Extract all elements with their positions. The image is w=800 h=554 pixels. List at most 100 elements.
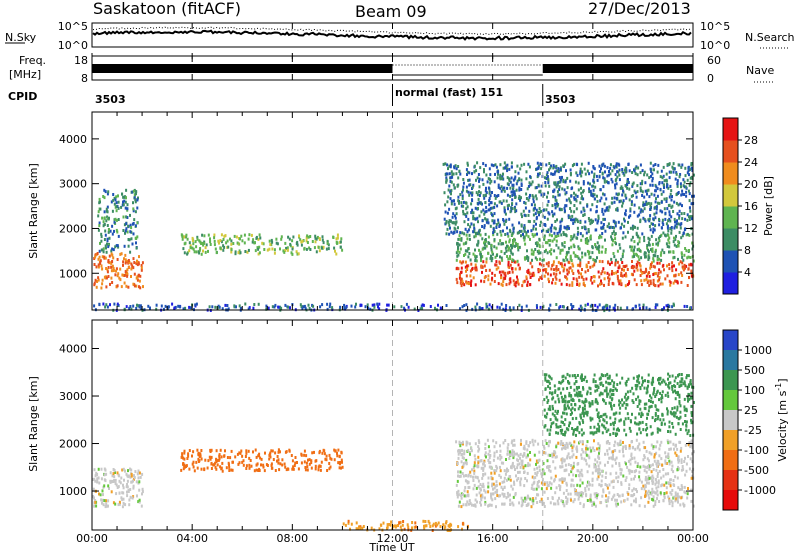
- echo-cell: [538, 207, 541, 210]
- echo-cell: [677, 243, 679, 247]
- echo-cell: [137, 262, 140, 266]
- echo-cell: [586, 390, 589, 394]
- echo-cell: [596, 496, 598, 500]
- echo-cell: [490, 466, 493, 470]
- echo-cell: [207, 233, 210, 237]
- echo-cell: [656, 274, 659, 278]
- echo-cell: [610, 201, 613, 205]
- echo-cell: [688, 233, 691, 237]
- echo-cell: [457, 489, 460, 493]
- echo-cell: [565, 495, 567, 499]
- echo-cell: [462, 503, 465, 507]
- echo-cell: [655, 486, 658, 490]
- echo-cell: [118, 491, 121, 495]
- echo-cell: [576, 483, 579, 487]
- echo-cell: [596, 241, 599, 245]
- echo-cell: [591, 203, 594, 207]
- echo-cell: [511, 453, 514, 457]
- echo-cell: [508, 246, 511, 250]
- echo-cell: [293, 464, 296, 467]
- echo-cell: [478, 179, 480, 183]
- echo-cell: [668, 499, 671, 503]
- echo-cell: [126, 490, 128, 494]
- echo-cell: [439, 306, 442, 310]
- echo-cell: [628, 281, 630, 285]
- echo-cell: [484, 201, 487, 205]
- echo-cell: [470, 211, 473, 214]
- echo-cell: [676, 179, 679, 183]
- echo-cell: [620, 481, 623, 485]
- echo-cell: [465, 443, 468, 447]
- echo-cell: [138, 480, 141, 484]
- echo-cell: [457, 449, 460, 452]
- echo-cell: [619, 406, 622, 410]
- echo-cell: [603, 271, 606, 275]
- echo-cell: [651, 247, 654, 251]
- echo-cell: [665, 172, 668, 176]
- echo-cell: [690, 274, 693, 278]
- echo-cell: [458, 440, 461, 444]
- echo-cell: [640, 496, 643, 500]
- echo-cell: [658, 268, 661, 272]
- echo-cell: [600, 501, 603, 504]
- echo-cell: [623, 173, 626, 177]
- echo-cell: [612, 393, 615, 396]
- echo-cell: [549, 408, 552, 412]
- echo-cell: [515, 182, 518, 186]
- echo-cell: [614, 186, 617, 190]
- echo-cell: [281, 458, 284, 462]
- echo-cell: [246, 250, 249, 254]
- echo-cell: [536, 244, 539, 248]
- echo-cell: [323, 452, 326, 456]
- echo-cell: [108, 487, 110, 490]
- echo-cell: [566, 400, 569, 404]
- echo-cell: [513, 177, 516, 181]
- echo-cell: [678, 214, 681, 218]
- echo-cell: [543, 472, 546, 476]
- echo-cell: [442, 162, 445, 166]
- echo-cell: [643, 455, 646, 459]
- echo-cell: [465, 462, 468, 465]
- echo-cell: [610, 405, 613, 408]
- echo-cell: [585, 399, 588, 403]
- echo-cell: [482, 182, 485, 186]
- echo-cell: [667, 495, 670, 499]
- echo-cell: [607, 499, 609, 503]
- echo-cell: [336, 451, 338, 455]
- echo-cell: [321, 303, 324, 307]
- echo-cell: [609, 422, 612, 426]
- echo-cell: [138, 471, 141, 475]
- echo-cell: [469, 474, 472, 478]
- echo-cell: [610, 272, 613, 276]
- echo-cell: [688, 393, 691, 397]
- echo-cell: [597, 471, 599, 475]
- echo-cell: [511, 207, 514, 211]
- echo-cell: [445, 172, 448, 176]
- echo-cell: [242, 459, 245, 463]
- echo-cell: [618, 449, 621, 453]
- echo-cell: [571, 281, 574, 285]
- echo-cell: [506, 182, 509, 186]
- echo-cell: [471, 307, 474, 311]
- echo-cell: [196, 237, 199, 241]
- echo-cell: [603, 202, 606, 206]
- echo-cell: [460, 237, 463, 241]
- echo-cell: [456, 281, 459, 285]
- echo-cell: [454, 207, 457, 211]
- echo-cell: [94, 474, 97, 478]
- echo-cell: [475, 266, 478, 270]
- echo-cell: [660, 476, 663, 480]
- echo-cell: [107, 260, 110, 264]
- echo-cell: [500, 185, 503, 189]
- echo-cell: [503, 502, 506, 506]
- echo-cell: [505, 304, 508, 307]
- echo-cell: [585, 453, 588, 457]
- echo-cell: [341, 248, 344, 252]
- echo-cell: [505, 164, 508, 168]
- echo-cell: [518, 221, 521, 225]
- echo-cell: [505, 199, 508, 203]
- echo-cell: [598, 468, 601, 472]
- echo-cell: [449, 176, 452, 180]
- echo-cell: [130, 480, 133, 484]
- echo-cell: [583, 404, 586, 408]
